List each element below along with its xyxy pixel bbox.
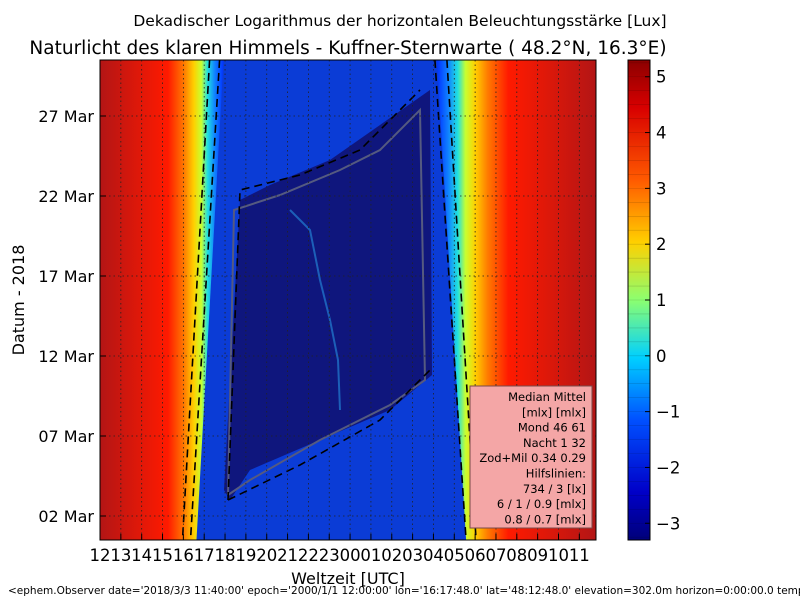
- heatmap-deep-night: [224, 90, 432, 500]
- x-tick-label: 13: [110, 546, 131, 565]
- chart-suptitle: Dekadischer Logarithmus der horizontalen…: [133, 12, 666, 30]
- x-tick-label: 10: [548, 546, 569, 565]
- legend-line: Hilfslinien:: [526, 467, 586, 481]
- hilfslinie-2: [446, 60, 477, 540]
- x-tick-label: 06: [465, 546, 486, 565]
- colorbar-tick-label: 2: [656, 235, 667, 254]
- x-tick-label: 16: [173, 546, 194, 565]
- hilfslinie-3: [434, 60, 467, 540]
- x-tick-label: 07: [485, 546, 506, 565]
- legend-line: Nacht 1 32: [523, 436, 586, 450]
- colorbar-fill: [628, 60, 650, 540]
- colorbar-tick-label: 0: [656, 347, 667, 366]
- hilfslinie-0: [181, 60, 211, 540]
- y-tick-label: 07 Mar: [38, 427, 94, 446]
- x-tick-label: 04: [423, 546, 444, 565]
- colorbar-tick-label: 1: [656, 291, 667, 310]
- heatmap-day-left: [100, 60, 224, 540]
- colorbar: 5 4 3 2 1 0 −1 −2 −3: [627, 59, 680, 541]
- x-tick-label: 00: [340, 546, 361, 565]
- contour-dark: [227, 107, 427, 496]
- y-tick-label: 12 Mar: [38, 347, 94, 366]
- x-tick-label: 05: [444, 546, 465, 565]
- legend-line: 734 / 3 [lx]: [523, 482, 586, 496]
- x-tick-label: 22: [298, 546, 319, 565]
- colorbar-tick-label: 3: [656, 179, 667, 198]
- x-axis-label: Weltzeit [UTC]: [291, 569, 405, 588]
- x-tick-label: 20: [256, 546, 277, 565]
- colorbar-tick-label: 5: [656, 68, 667, 87]
- legend-background: [469, 385, 593, 529]
- y-tick-label: 27 Mar: [38, 107, 94, 126]
- legend-line: Median Mittel: [508, 390, 586, 404]
- x-tick-label: 12: [90, 546, 111, 565]
- legend-line: Zod+Mil 0.34 0.29: [479, 451, 586, 465]
- x-tick-label: 09: [527, 546, 548, 565]
- x-tick-label: 23: [319, 546, 340, 565]
- y-tick-label: 17 Mar: [38, 267, 94, 286]
- plot-frame: [99, 59, 597, 541]
- legend-line: Mond 46 61: [518, 421, 586, 435]
- y-tick-labels: 02 Mar 07 Mar 12 Mar 17 Mar 22 Mar 27 Mar: [38, 107, 94, 526]
- hilfslinie-1: [189, 60, 221, 540]
- x-tick-label: 18: [215, 546, 236, 565]
- contour-cyan: [289, 209, 341, 411]
- chart-title: Naturlicht des klaren Himmels - Kuffner-…: [29, 38, 666, 59]
- y-tick-label: 22 Mar: [38, 187, 94, 206]
- x-tick-label: 01: [360, 546, 381, 565]
- legend-line: 6 / 1 / 0.9 [mlx]: [497, 497, 586, 511]
- colorbar-tick-label: −2: [656, 458, 680, 477]
- y-tick-label: 02 Mar: [38, 507, 94, 526]
- hilfslinie-night-lower: [227, 369, 431, 501]
- legend-box: Median Mittel[mlx] [mlx] Mond 46 61Nacht …: [469, 385, 593, 529]
- hilfslinien: [181, 60, 477, 540]
- x-tick-label: 19: [235, 546, 256, 565]
- colorbar-tick-label: 4: [656, 124, 667, 143]
- colorbar-tick-label: −3: [656, 514, 680, 533]
- legend-line: [mlx] [mlx]: [522, 405, 586, 419]
- x-tick-label: 17: [194, 546, 215, 565]
- x-tick-label: 02: [381, 546, 402, 565]
- x-tick-label: 21: [277, 546, 298, 565]
- x-tick-label: 03: [402, 546, 423, 565]
- x-tick-label: 15: [152, 546, 173, 565]
- colorbar-tick-label: −1: [656, 403, 680, 422]
- x-tick-label: 08: [506, 546, 527, 565]
- x-tick-label: 11: [569, 546, 590, 565]
- footer-observer-info: <ephem.Observer date='2018/3/3 11:40:00'…: [8, 585, 800, 597]
- x-tick-label: 14: [131, 546, 152, 565]
- legend-line: 0.8 / 0.7 [mlx]: [504, 512, 586, 526]
- x-tick-labels: 12 13 14 15 16 17 18 19 20 21 22 23 00 01 02 03 04 05 06 07…: [90, 546, 590, 565]
- y-axis-label: Datum - 2018: [9, 245, 28, 356]
